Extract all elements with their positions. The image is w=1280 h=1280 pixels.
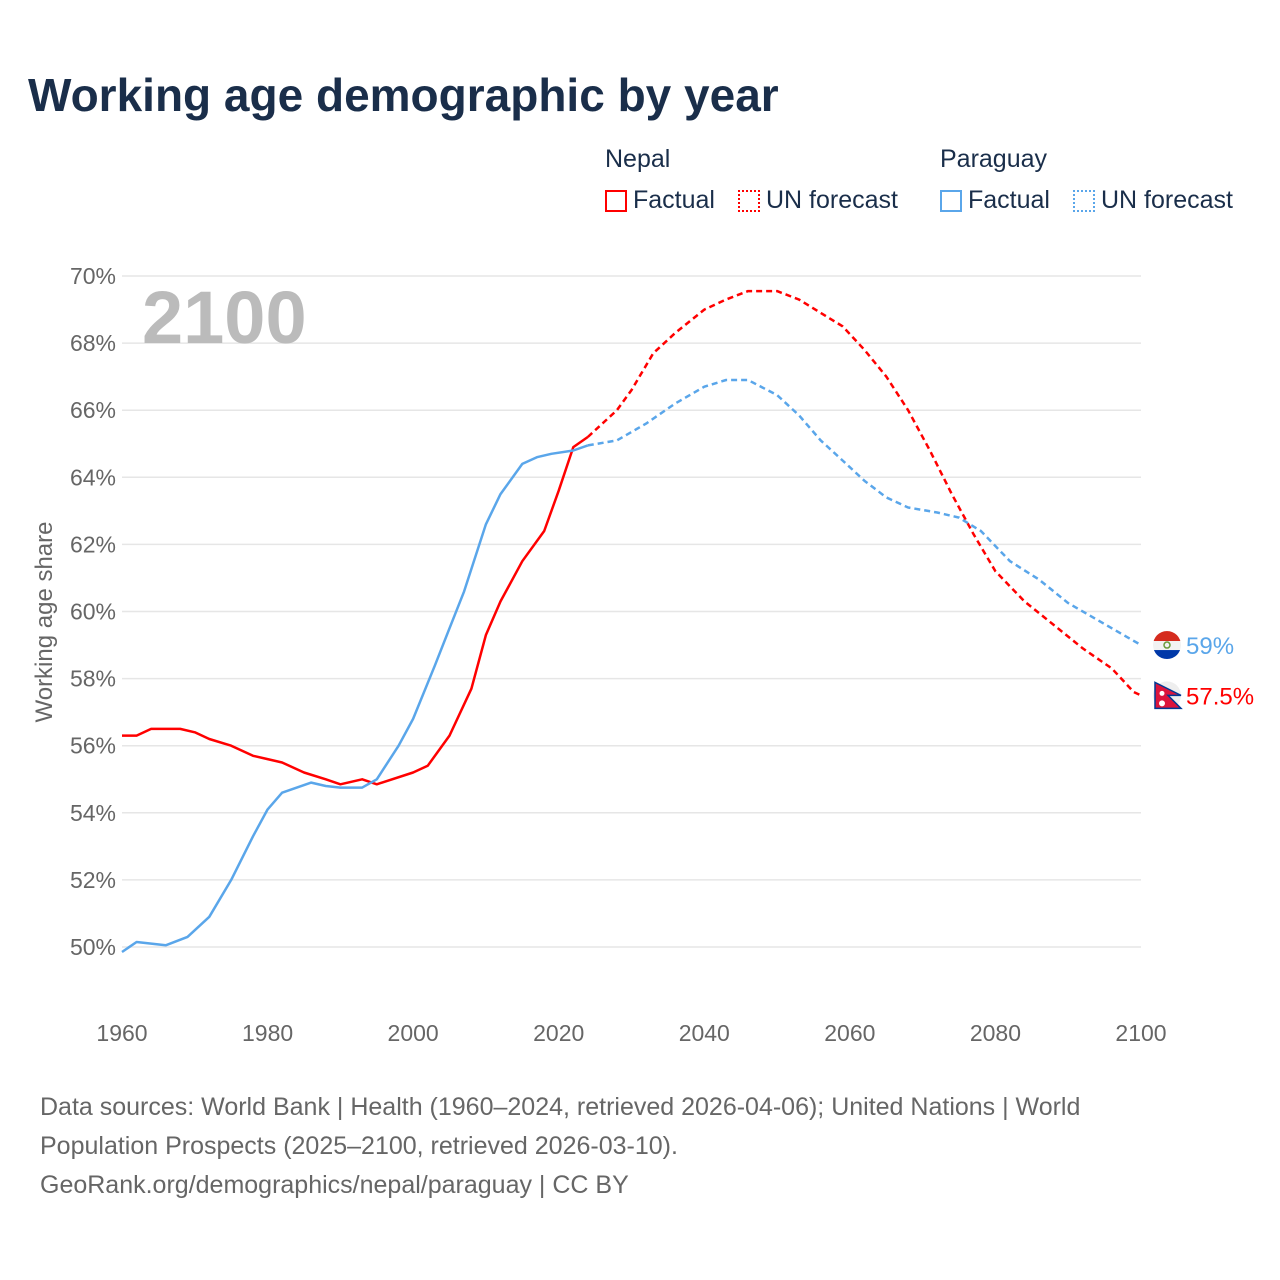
series-line-paraguay-factual [121,444,589,954]
nepal-flag-icon [1153,681,1183,710]
y-tick-label: 60% [70,599,116,625]
x-tick-label: 2060 [824,1020,875,1046]
x-tick-label: 1980 [242,1020,293,1046]
series-line-nepal-factual [122,435,589,786]
x-tick-label: 2040 [679,1020,730,1046]
y-axis-label: Working age share [31,522,58,723]
end-label-paraguay: 59% [1186,633,1234,660]
x-tick-label: 2100 [1115,1020,1166,1046]
footer-sources: Data sources: World Bank | Health (1960–… [40,1088,1220,1205]
y-tick-label: 62% [70,531,116,557]
legend-swatch-dotted [1073,189,1095,212]
footer-link[interactable]: GeoRank.org/demographics/nepal/paraguay … [40,1171,629,1199]
end-label-nepal: 57.5% [1186,683,1254,710]
y-tick-label: 56% [70,733,116,759]
footer-line: Population Prospects (2025–2100, retriev… [40,1132,678,1160]
legend-paraguay-factual[interactable]: Factual [940,186,1050,215]
y-tick-label: 52% [70,867,116,893]
y-tick-label: 70% [70,263,116,289]
x-tick-label: 1960 [96,1020,147,1046]
x-tick-label: 2020 [533,1020,584,1046]
legend-label: Factual [633,186,715,214]
x-tick-label: 2000 [388,1020,439,1046]
y-tick-label: 50% [70,934,116,960]
legend-nepal-heading: Nepal [605,145,671,173]
series-line-nepal-un-forecast [586,289,1142,697]
y-tick-label: 54% [70,800,116,826]
y-tick-label: 58% [70,666,116,692]
legend-swatch-solid [940,189,962,212]
legend-swatch-solid [605,189,627,212]
legend-nepal-factual[interactable]: Factual [605,186,715,215]
series-line-paraguay-un-forecast [587,378,1142,647]
legend-swatch-dotted [738,189,760,212]
year-watermark: 2100 [142,276,307,359]
y-tick-label: 66% [70,397,116,423]
y-tick-label: 64% [70,464,116,490]
legend-label: Factual [968,186,1050,214]
legend-nepal-forecast[interactable]: UN forecast [738,186,898,215]
footer-line: Data sources: World Bank | Health (1960–… [40,1093,1081,1121]
x-tick-label: 2080 [970,1020,1021,1046]
paraguay-flag-icon [1153,631,1181,660]
legend-label: UN forecast [1101,186,1233,214]
legend-label: UN forecast [766,186,898,214]
legend-paraguay-forecast[interactable]: UN forecast [1073,186,1233,215]
y-tick-label: 68% [70,330,116,356]
chart-title: Working age demographic by year [28,69,779,121]
legend-paraguay-heading: Paraguay [940,145,1048,173]
